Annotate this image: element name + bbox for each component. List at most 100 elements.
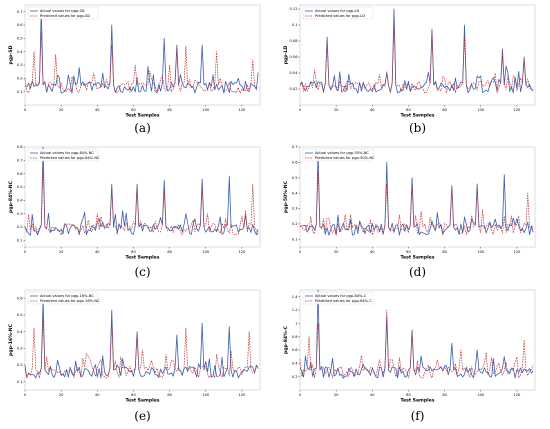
x-axis-label: Test Samples [400,255,434,261]
x-tick-label: 60 [406,250,411,254]
y-tick-label: 0.12 [289,7,297,11]
y-tick-label: 0.2 [292,222,298,226]
x-tick-label: 80 [167,250,172,254]
legend-entry: Predicted values for pgp-84%-NC [40,156,100,160]
predicted-series-line [24,31,259,94]
x-tick-label: 40 [95,250,100,254]
y-tick-label: 0.5 [17,37,23,41]
predicted-series-line [299,24,534,94]
chart-panel-c: 0 20 40 60 80 100 120 0.1 0.2 0.3 0.4 0.5 0.6 0.7 0.8 T… [8,145,261,279]
x-tick-label: 60 [131,250,136,254]
x-tick-label: 0 [24,250,27,254]
x-tick-label: 0 [299,250,302,254]
legend-box [27,148,99,162]
legend-entry: Predicted values for pgp-16%-NC [40,299,100,303]
legend-entry: Predicted values for pgp-50%-NC [315,156,375,160]
y-axis-label: pgp-84%-NC [8,180,14,213]
y-tick-label: 0.6 [17,172,23,176]
y-tick-label: 0.4 [292,362,298,366]
y-tick-label: 0.2 [292,375,298,379]
y-tick-label: 0.4 [17,330,23,334]
x-tick-label: 40 [95,108,100,112]
x-tick-label: 20 [334,393,339,397]
y-tick-label: 0.4 [17,50,23,54]
panel-caption: (d) [409,265,426,279]
y-tick-label: 0.08 [289,39,298,43]
x-tick-label: 80 [167,393,172,397]
x-tick-label: 80 [442,393,447,397]
y-tick-label: 0.2 [17,77,23,81]
panel-caption: (f) [411,409,425,423]
y-tick-label: 0.6 [292,161,298,165]
y-axis-label: pgp-50%-NC [283,180,289,213]
x-tick-label: 0 [299,108,302,112]
x-tick-label: 100 [202,393,210,397]
x-tick-label: 100 [202,108,210,112]
plot-frame [24,289,261,391]
x-tick-label: 120 [238,108,246,112]
actual-series-line [299,289,534,379]
y-tick-label: 0.7 [17,10,23,14]
actual-series-line [24,146,259,236]
legend-entry: Predicted values for pgp-SD [40,14,90,18]
panel-caption: (c) [134,265,150,279]
y-tick-label: 0.5 [17,313,23,317]
y-tick-label: 0.3 [17,347,23,351]
y-tick-label: 0.8 [17,145,23,149]
y-tick-label: 0.1 [17,239,23,243]
y-tick-label: 1.2 [292,308,298,312]
x-tick-label: 60 [406,108,411,112]
legend-box [27,6,99,20]
x-tick-label: 60 [131,108,136,112]
y-tick-label: 0.1 [17,90,23,94]
x-axis-label: Test Samples [400,113,434,119]
x-tick-label: 40 [370,250,375,254]
y-tick-label: 0.6 [17,297,23,301]
x-tick-label: 80 [167,108,172,112]
x-tick-label: 100 [202,250,210,254]
x-tick-label: 80 [442,108,447,112]
x-tick-label: 100 [477,250,485,254]
chart-panel-f: 0 20 40 60 80 100 120 0.2 0.4 0.6 0.8 1 1.2 1.4 Test S… [283,289,536,423]
plot-frame [24,4,261,106]
y-tick-label: 0.8 [292,335,298,339]
x-tick-label: 40 [370,393,375,397]
y-tick-label: 0.6 [292,348,298,352]
legend-entry: Predicted values for pgp-LD [315,14,365,18]
actual-series-line [24,297,259,379]
y-tick-label: 0.3 [292,207,298,211]
x-axis-label: Test Samples [400,398,434,404]
predicted-series-line [24,166,259,236]
y-tick-label: 0.02 [289,87,297,91]
x-tick-label: 20 [59,108,64,112]
chart-panel-a: 0 20 40 60 80 100 120 0.1 0.2 0.3 0.4 0.5 0.6 0.7 Test… [8,4,261,135]
y-tick-label: 0.2 [17,225,23,229]
chart-panel-e: 0 20 40 60 80 100 120 0.1 0.2 0.3 0.4 0.5 0.6 Test Sa… [8,289,261,423]
x-tick-label: 0 [24,108,27,112]
y-tick-label: 0.6 [17,23,23,27]
y-tick-label: 0.04 [289,71,298,75]
x-tick-label: 20 [59,250,64,254]
x-tick-label: 60 [406,393,411,397]
predicted-series-line [299,171,534,236]
y-tick-label: 1 [295,322,297,326]
y-axis-label: pgp-SD [8,45,14,64]
x-tick-label: 120 [513,393,521,397]
legend-entry: Actual values for pgp-16%-NC [40,294,94,298]
panel-caption: (a) [134,121,151,135]
x-tick-label: 20 [334,250,339,254]
y-tick-label: 0.3 [17,63,23,67]
y-tick-label: 0.5 [292,176,298,180]
y-tick-label: 0.4 [17,199,23,203]
legend-entry: Actual values for pgp-SD [40,9,85,13]
x-tick-label: 120 [513,108,521,112]
panel-caption: (b) [409,121,426,135]
y-tick-label: 0.1 [17,380,23,384]
y-tick-label: 0.7 [17,159,23,163]
